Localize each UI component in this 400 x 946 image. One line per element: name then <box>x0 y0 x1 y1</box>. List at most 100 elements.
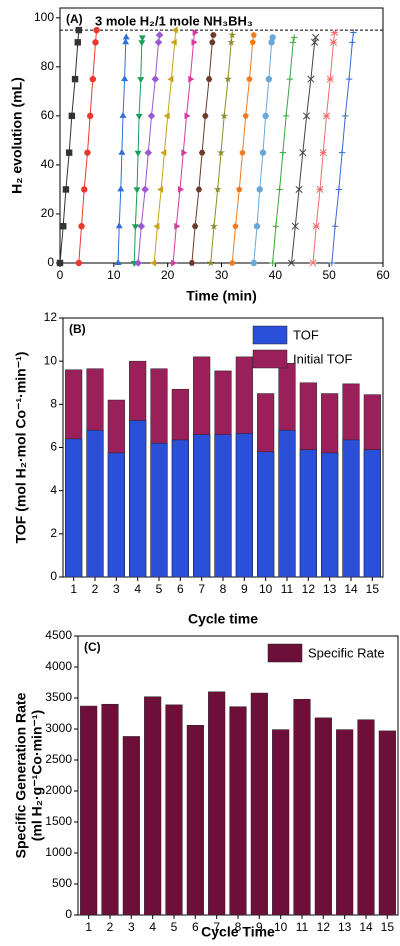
legend-swatch <box>267 643 303 663</box>
marker <box>86 112 94 120</box>
marker <box>195 186 203 193</box>
marker <box>206 258 215 267</box>
marker <box>191 38 198 46</box>
bar <box>65 438 83 578</box>
marker <box>160 149 167 157</box>
x-tick-label: 60 <box>376 268 390 282</box>
marker <box>115 222 123 229</box>
marker <box>150 259 157 267</box>
marker <box>75 259 83 267</box>
x-tick-label: 14 <box>344 582 358 596</box>
y-tick-label: 0 <box>50 569 57 583</box>
marker <box>259 149 267 156</box>
x-axis-label: Time (min) <box>186 288 257 304</box>
marker <box>163 112 170 120</box>
x-tick-label: 9 <box>256 920 263 934</box>
marker <box>269 259 276 267</box>
plot-frame <box>59 7 384 264</box>
marker <box>286 75 294 83</box>
x-tick-label: 13 <box>338 920 352 934</box>
y-tick-label: 8 <box>50 397 57 411</box>
marker <box>350 29 357 36</box>
y-axis-label: Specific Generation Rate <box>13 692 29 858</box>
marker <box>93 26 100 34</box>
x-tick-label: 40 <box>269 268 283 282</box>
marker <box>250 259 257 267</box>
x-tick-label: 2 <box>107 920 114 934</box>
marker <box>74 39 81 46</box>
y-tick-label: 100 <box>34 10 54 24</box>
marker <box>137 77 145 84</box>
marker <box>134 259 142 267</box>
y-tick-label: 4500 <box>45 628 72 642</box>
marker <box>291 222 299 230</box>
y-tick-label: 2 <box>50 526 57 540</box>
marker <box>137 222 146 230</box>
marker <box>68 112 76 120</box>
marker <box>205 76 213 82</box>
bar <box>122 736 140 916</box>
x-tick-label: 10 <box>274 920 288 934</box>
marker <box>114 259 122 265</box>
x-tick-label: 8 <box>235 920 242 934</box>
x-tick-label: 6 <box>192 920 199 934</box>
x-tick-label: 15 <box>381 920 395 934</box>
x-tick-label: 11 <box>296 920 309 934</box>
x-tick-label: 30 <box>215 268 229 282</box>
x-axis-label: Cycle Time <box>201 924 275 940</box>
marker <box>220 111 229 120</box>
marker <box>210 32 217 38</box>
marker <box>232 223 239 229</box>
marker <box>312 222 320 230</box>
marker <box>303 112 311 120</box>
marker <box>56 259 64 267</box>
marker <box>122 38 130 45</box>
x-tick-label: 10 <box>259 582 273 596</box>
bar <box>171 439 189 578</box>
x-tick-label: 4 <box>134 582 141 596</box>
bar <box>150 442 168 578</box>
y-tick-label: 3000 <box>45 721 72 735</box>
marker <box>138 40 146 47</box>
marker <box>153 222 160 230</box>
bar <box>101 703 119 916</box>
x-tick-label: 11 <box>281 582 294 596</box>
x-tick-label: 12 <box>302 582 316 596</box>
marker <box>178 186 184 193</box>
bar <box>165 704 183 916</box>
marker <box>256 186 263 193</box>
bar <box>314 717 332 916</box>
marker <box>71 75 79 83</box>
marker <box>228 30 237 39</box>
bar <box>272 729 290 916</box>
marker <box>253 223 261 230</box>
series-line <box>312 32 336 264</box>
y-tick-label: 20 <box>41 206 55 220</box>
x-tick-label: 20 <box>161 268 175 282</box>
marker <box>84 149 91 156</box>
bar <box>250 692 268 916</box>
marker <box>117 185 125 192</box>
x-tick-label: 1 <box>85 920 92 934</box>
series-line <box>117 37 127 264</box>
marker <box>188 260 196 266</box>
series-line <box>231 34 255 264</box>
y-tick-label: 0 <box>65 907 72 921</box>
series-line <box>191 34 214 264</box>
marker <box>239 149 246 156</box>
x-tick-label: 9 <box>241 582 248 596</box>
bar <box>129 420 147 578</box>
marker <box>134 150 142 157</box>
marker <box>250 31 257 38</box>
x-tick-label: 4 <box>149 920 156 934</box>
marker <box>345 75 353 83</box>
bar <box>186 725 204 916</box>
marker <box>119 111 127 118</box>
marker <box>133 187 141 194</box>
x-tick-label: 13 <box>323 582 337 596</box>
marker <box>312 33 320 41</box>
legend-label: TOF <box>293 327 319 342</box>
x-tick-label: 12 <box>317 920 331 934</box>
y-tick-label: 2500 <box>45 752 72 766</box>
